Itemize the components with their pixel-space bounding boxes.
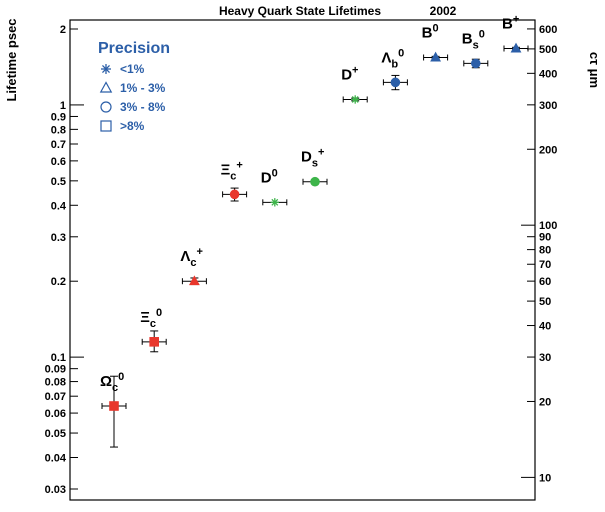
right-tick-label: 400 [539,68,557,80]
legend: Precision <1% 1% - 3% 3% - 8% >8% [98,40,170,133]
marker-circle-icon [229,189,240,200]
left-tick-label: 0.08 [45,377,66,389]
right-tick-label: 30 [539,352,551,364]
marker-triangle-icon [430,51,442,62]
right-tick-label: 40 [539,321,551,333]
legend-entry-label: 3% - 8% [120,100,166,114]
point-Λc+: Λc+ [180,246,207,286]
left-tick-label: 0.4 [51,200,67,212]
left-tick-label: 0.9 [51,111,66,123]
data-points: Ωc0 Ξc0 Λc+ Ξc+ D0 Ds+ D+ Λb0 B0 Bs0 B+ [100,13,529,448]
marker-square-icon [109,401,119,411]
point-Ξc+: Ξc+ [221,159,248,202]
marker-star-icon [270,198,279,207]
left-tick-label: 0.1 [51,352,66,364]
left-tick-label: 0.5 [51,176,66,188]
legend-entry-label: 1% - 3% [120,81,166,95]
marker-star-icon [351,95,360,104]
right-tick-label: 60 [539,276,551,288]
particle-label: D+ [341,64,358,83]
right-tick-label: 10 [539,472,551,484]
legend-title: Precision [98,40,170,57]
right-tick-label: 70 [539,259,551,271]
right-tick-label: 100 [539,220,557,232]
left-tick-label: 0.3 [51,232,66,244]
point-D0: D0 [261,167,288,207]
left-tick-label: 0.04 [45,452,67,464]
particle-label: D0 [261,167,278,186]
left-tick-label: 0.8 [51,124,66,136]
marker-circle-icon [470,58,481,69]
right-tick-label: 600 [539,24,557,36]
right-tick-label: 200 [539,144,557,156]
legend-triangle-icon [99,81,113,93]
left-tick-label: 1 [60,100,66,112]
marker-triangle-icon [510,42,522,53]
marker-triangle-icon [188,275,200,286]
right-tick-label: 90 [539,232,551,244]
legend-star-icon [101,64,111,74]
particle-label: B+ [502,13,519,32]
point-Λb0: Λb0 [381,47,408,91]
legend-entry-label: >8% [120,119,145,133]
right-axis-label: cτ μm [587,52,602,88]
particle-label: B0 [422,22,439,41]
marker-square-icon [149,337,159,347]
left-tick-label: 0.06 [45,408,66,420]
right-tick-label: 80 [539,245,551,257]
chart-title: Heavy Quark State Lifetimes [219,4,381,18]
marker-circle-icon [390,77,401,88]
right-tick-label: 500 [539,44,557,56]
particle-label: Λb0 [381,47,404,70]
point-Ξc0: Ξc0 [140,307,167,353]
legend-entry-label: <1% [120,62,145,76]
left-axis-ticks: 0.03 0.04 0.05 0.06 0.07 0.080.090.1 0.2 0.3 0.4… [45,24,84,496]
left-axis-label: Lifetime psec [4,18,19,101]
left-tick-label: 0.07 [45,391,66,403]
left-tick-label: 0.6 [51,156,66,168]
point-B+: B+ [502,13,529,53]
left-tick-label: 0.03 [45,484,66,496]
point-Ωc0: Ωc0 [100,371,127,448]
left-tick-label: 0.05 [45,428,66,440]
left-tick-label: 0.09 [45,364,66,376]
right-tick-label: 50 [539,296,551,308]
left-tick-label: 0.2 [51,276,66,288]
particle-label: Ξc+ [221,159,243,182]
point-Bs0: Bs0 [462,28,489,69]
particle-label: Ξc0 [140,307,162,330]
marker-circle-icon [310,176,320,187]
particle-label: Bs0 [462,28,485,51]
point-D+: D+ [341,64,368,104]
chart-year: 2002 [430,4,457,18]
plot-frame [69,19,536,501]
particle-label: Ωc0 [100,371,124,394]
right-tick-label: 300 [539,100,557,112]
right-tick-label: 20 [539,396,551,408]
point-Ds+: Ds+ [301,147,328,187]
legend-square-icon [100,120,112,132]
left-tick-label: 0.7 [51,139,66,151]
point-B0: B0 [422,22,449,62]
particle-label: Λc+ [180,246,203,269]
particle-label: Ds+ [301,147,324,170]
left-tick-label: 2 [60,24,66,36]
legend-circle-icon [100,101,112,113]
